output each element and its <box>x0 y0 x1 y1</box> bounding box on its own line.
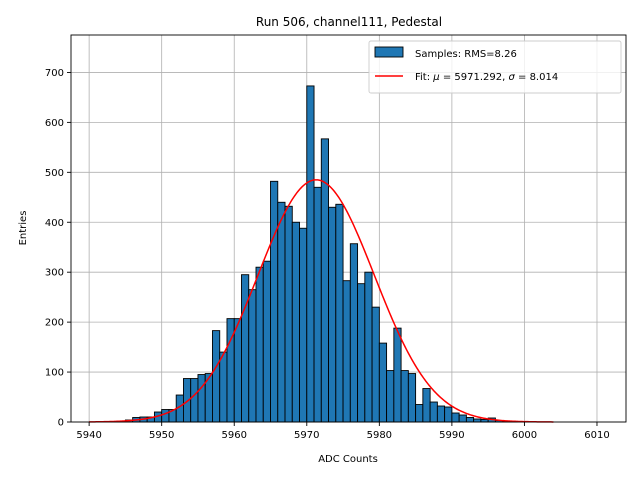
histogram-bar <box>161 409 170 423</box>
histogram-bar <box>299 227 308 423</box>
histogram-bar <box>364 271 373 423</box>
y-tick-label: 200 <box>45 318 64 329</box>
histogram-bars <box>110 85 518 423</box>
histogram-bar <box>415 404 424 423</box>
x-tick-label: 6000 <box>512 430 537 441</box>
histogram-bar <box>248 289 257 423</box>
x-axis-ticks: 5940 5950 5960 5970 5980 5990 6000 6010 <box>76 422 610 441</box>
histogram-bar <box>212 330 221 423</box>
x-tick-label: 5980 <box>367 430 392 441</box>
histogram-bar <box>328 206 337 423</box>
legend-fit-label: Fit: μ = 5971.292, σ = 8.014 <box>415 72 558 83</box>
y-tick-label: 600 <box>45 118 64 129</box>
legend-samples-swatch <box>374 46 404 58</box>
histogram-bar <box>349 243 359 423</box>
histogram-bar <box>335 203 344 423</box>
histogram-bar <box>262 260 271 423</box>
histogram-bar <box>444 406 453 423</box>
histogram-bar <box>429 401 438 423</box>
histogram-bar <box>393 327 402 423</box>
legend: Samples: RMS=8.26 Fit: μ = 5971.292, σ =… <box>368 40 622 94</box>
histogram-bar <box>277 201 286 423</box>
histogram-bar <box>357 283 366 423</box>
x-tick-label: 5990 <box>439 430 464 441</box>
y-tick-label: 300 <box>45 268 64 279</box>
chart-title: Run 506, channel111, Pedestal <box>256 15 442 29</box>
histogram-bar <box>378 342 388 423</box>
y-tick-label: 400 <box>45 218 64 229</box>
histogram-bar <box>190 378 199 423</box>
histogram-bar <box>306 85 315 423</box>
histogram-bar <box>197 374 206 423</box>
histogram-bar <box>371 306 380 423</box>
histogram-bar <box>233 318 242 423</box>
y-tick-label: 700 <box>45 68 64 79</box>
y-tick-label: 0 <box>58 418 64 429</box>
histogram-bar <box>313 186 322 423</box>
x-tick-label: 5950 <box>149 430 174 441</box>
histogram-bar <box>255 266 264 423</box>
histogram-bar <box>386 370 395 423</box>
histogram-bar <box>436 405 446 423</box>
histogram-bar <box>241 274 250 423</box>
y-tick-label: 100 <box>45 368 64 379</box>
legend-samples-label: Samples: RMS=8.26 <box>415 49 517 60</box>
x-tick-label: 6010 <box>584 430 609 441</box>
y-tick-label: 500 <box>45 168 64 179</box>
histogram-bar <box>342 280 351 423</box>
legend-box <box>368 40 622 94</box>
x-tick-label: 5960 <box>222 430 247 441</box>
histogram-bar <box>400 370 409 423</box>
histogram-bar <box>451 412 460 423</box>
histogram-bar <box>291 221 300 423</box>
histogram-bar <box>422 388 431 423</box>
y-axis-ticks: 0 100 200 300 400 500 600 700 <box>45 68 71 429</box>
fit-curve <box>89 179 554 423</box>
histogram-bar <box>284 205 293 423</box>
histogram-bar <box>407 373 417 423</box>
x-axis-label: ADC Counts <box>318 454 378 465</box>
axes-frame <box>70 34 627 423</box>
histogram-bar <box>270 180 279 423</box>
histogram-bar <box>465 417 475 423</box>
histogram-bar <box>458 414 467 423</box>
y-axis-label: Entries <box>18 211 29 246</box>
x-tick-label: 5940 <box>76 430 101 441</box>
histogram-bar <box>219 351 228 423</box>
x-tick-label: 5970 <box>294 430 319 441</box>
